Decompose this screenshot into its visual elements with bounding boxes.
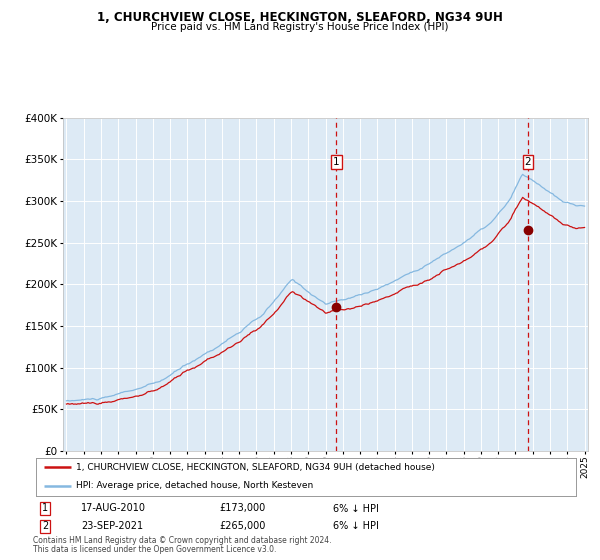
Text: 23-SEP-2021: 23-SEP-2021 [81,521,143,531]
Text: 2: 2 [524,157,531,167]
Text: 17-AUG-2010: 17-AUG-2010 [81,503,146,514]
Text: This data is licensed under the Open Government Licence v3.0.: This data is licensed under the Open Gov… [33,545,277,554]
Text: 2: 2 [42,521,48,531]
Text: £265,000: £265,000 [219,521,265,531]
Text: HPI: Average price, detached house, North Kesteven: HPI: Average price, detached house, Nort… [77,481,314,490]
Text: 1, CHURCHVIEW CLOSE, HECKINGTON, SLEAFORD, NG34 9UH: 1, CHURCHVIEW CLOSE, HECKINGTON, SLEAFOR… [97,11,503,24]
Text: Contains HM Land Registry data © Crown copyright and database right 2024.: Contains HM Land Registry data © Crown c… [33,536,331,545]
Text: 6% ↓ HPI: 6% ↓ HPI [333,521,379,531]
Text: 1: 1 [333,157,340,167]
Text: £173,000: £173,000 [219,503,265,514]
Text: 6% ↓ HPI: 6% ↓ HPI [333,503,379,514]
Text: Price paid vs. HM Land Registry's House Price Index (HPI): Price paid vs. HM Land Registry's House … [151,22,449,32]
Text: 1: 1 [42,503,48,514]
Text: 1, CHURCHVIEW CLOSE, HECKINGTON, SLEAFORD, NG34 9UH (detached house): 1, CHURCHVIEW CLOSE, HECKINGTON, SLEAFOR… [77,463,436,472]
